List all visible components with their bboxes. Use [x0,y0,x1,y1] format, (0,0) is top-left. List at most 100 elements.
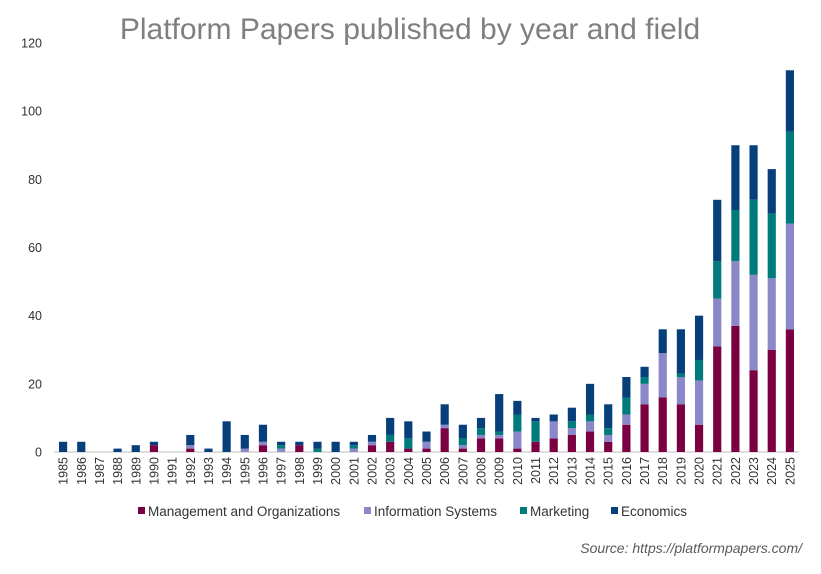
bar-segment [658,329,667,354]
bar-segment [277,441,286,446]
bar-segment [476,438,486,452]
legend-swatch [138,507,145,514]
bar-segment [440,428,449,452]
x-tick-label: 2014 [584,457,598,485]
bar-segment [567,407,576,422]
legend-label: Management and Organizations [148,504,340,519]
bar-segment [295,441,304,446]
bar-segment [785,70,795,132]
bar-segment [204,448,213,452]
bar-segment [604,404,613,429]
x-tick-label: 1985 [57,457,71,485]
y-tick-label: 0 [35,446,42,460]
bar-segment [349,445,358,449]
bar-segment [495,434,504,439]
x-tick-label: 2010 [511,457,525,485]
x-tick-label: 2022 [729,457,743,485]
bar-segment [622,414,631,425]
x-tick-label: 2001 [347,457,361,485]
bar-segment [476,434,486,439]
bar-segment [531,421,540,442]
bar-segment [513,400,522,415]
x-tick-label: 2004 [402,457,416,485]
bar-segment [422,441,431,449]
bar-segment [386,417,395,435]
bar-segment [749,199,758,275]
x-tick-label: 2000 [329,457,343,485]
bar-segment [767,349,776,452]
bar-segment [458,424,467,439]
bar-segment [476,428,486,435]
bar-segment [785,223,795,330]
bar-segment [367,434,377,442]
x-tick-label: 1998 [293,457,307,485]
x-tick-label: 2002 [365,457,379,485]
bar-segment [258,441,268,446]
bar-segment [622,377,631,398]
x-tick-label: 1990 [147,457,161,485]
bar-segment [585,414,595,422]
bar-segment [495,394,504,432]
bar-segment [694,359,704,381]
x-tick-label: 2023 [747,457,761,485]
bar-segment [295,445,304,452]
bar-segment [767,278,776,350]
bar-segment [549,421,558,439]
bar-segment [222,421,231,452]
bar-segment [694,380,704,425]
bar-segment [458,445,467,449]
bar-segment [186,434,195,446]
bar-segment [422,431,431,442]
chart-title: Platform Papers published by year and fi… [120,13,700,46]
bar-segment [367,445,377,452]
x-tick-label: 2011 [529,457,543,484]
bar-segment [149,445,159,452]
bar-segment [713,199,722,262]
x-tick-label: 2006 [438,457,452,485]
x-tick-label: 2007 [456,457,470,485]
bar-segment [640,366,649,378]
bar-segment [549,414,558,422]
bar-segment [658,397,667,452]
bar-segment [186,448,195,452]
bar-segment [277,448,286,452]
x-tick-label: 2024 [765,457,779,485]
x-tick-label: 2020 [693,457,707,485]
bar-segment [731,210,740,262]
x-tick-label: 1992 [184,457,198,485]
bar-segment [258,424,268,442]
bar-segment [785,329,795,452]
legend-swatch [520,507,527,514]
bar-segment [640,377,649,384]
x-tick-label: 1997 [275,457,289,485]
bar-segment [731,261,740,326]
x-axis: 1985 1986 1987 1988 1989 1990 1991 1992 1993 1994… [54,451,799,485]
y-tick-label: 100 [21,105,42,119]
bar-segment [767,213,776,279]
bar-segment [513,431,522,449]
y-tick-label: 20 [28,377,42,391]
bar-segment [386,434,395,442]
bar-segment [622,397,631,415]
x-tick-label: 1993 [202,457,216,485]
bar-segment [422,448,431,452]
bar-segment [731,145,740,211]
bar-segment [713,261,722,299]
bar-segment [186,445,195,449]
bar-segment [676,404,685,452]
bar-segment [240,434,249,449]
bar-segment [513,448,522,452]
bar-segment [458,448,467,452]
x-tick-label: 1988 [111,457,125,485]
bar-segment [131,445,140,452]
x-tick-label: 1987 [93,457,107,485]
legend-swatch [611,507,618,514]
x-tick-label: 2009 [493,457,507,485]
bar-segment [458,438,467,446]
bar-segment [622,424,631,452]
bar-segment [694,424,704,452]
y-tick-label: 40 [28,309,42,323]
legend-swatch [364,507,371,514]
bar-segment [640,404,649,452]
